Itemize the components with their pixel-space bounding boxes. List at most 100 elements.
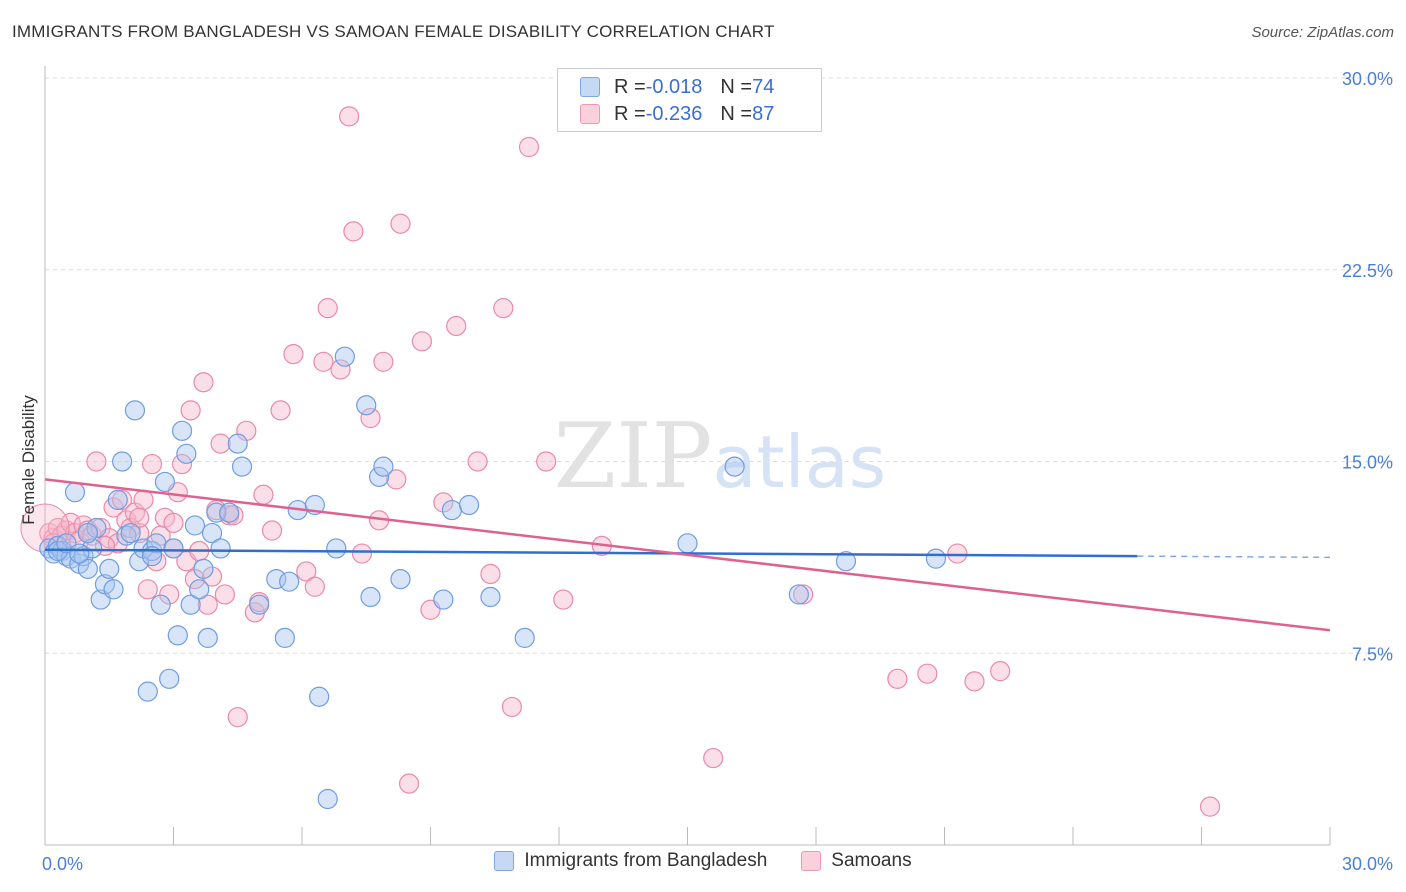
samoans-point bbox=[386, 469, 407, 490]
bangladesh-point bbox=[103, 579, 124, 600]
samoans-point bbox=[313, 351, 334, 372]
samoans-point bbox=[703, 747, 724, 769]
bangladesh-point bbox=[176, 443, 197, 464]
bangladesh-point bbox=[360, 586, 381, 608]
legend-r-label: R = bbox=[614, 75, 646, 98]
samoans-point bbox=[493, 298, 514, 319]
samoans-point bbox=[184, 569, 206, 590]
trend-lines bbox=[44, 478, 1331, 632]
legend-swatch-pink bbox=[801, 851, 822, 871]
legend-n-value: 87 bbox=[752, 102, 775, 125]
samoans-points bbox=[20, 106, 1221, 817]
samoans-point bbox=[480, 563, 501, 585]
samoans-point bbox=[214, 584, 235, 605]
samoans-trend-line bbox=[44, 478, 1331, 632]
samoans-point bbox=[446, 315, 467, 337]
samoans-point bbox=[887, 668, 908, 689]
samoans-point bbox=[129, 507, 150, 528]
samoans-point bbox=[60, 512, 81, 533]
bangladesh-trend-extension bbox=[1137, 555, 1331, 559]
bangladesh-point bbox=[480, 586, 501, 608]
legend-item-bangladesh: Immigrants from Bangladesh bbox=[494, 850, 767, 872]
samoans-point bbox=[411, 331, 433, 352]
bangladesh-point bbox=[441, 499, 463, 521]
bangladesh-point bbox=[124, 400, 146, 421]
bangladesh-point bbox=[64, 482, 86, 503]
tick-labels: 7.5% 15.0% 22.5% 30.0% 0.0% 30.0% bbox=[42, 69, 1393, 874]
samoans-point bbox=[193, 372, 214, 393]
y-tick-label: 22.5% bbox=[1342, 261, 1393, 281]
axes bbox=[44, 66, 1331, 846]
bangladesh-point bbox=[433, 589, 454, 610]
samoans-point bbox=[536, 451, 557, 472]
legend-label-samoans: Samoans bbox=[831, 850, 912, 871]
samoans-point bbox=[317, 298, 338, 319]
bangladesh-point bbox=[514, 627, 535, 649]
samoans-point bbox=[137, 579, 158, 600]
samoans-point bbox=[433, 492, 454, 513]
samoans-point bbox=[171, 453, 193, 475]
samoans-point bbox=[201, 566, 223, 587]
legend-swatch-blue bbox=[494, 851, 515, 871]
samoans-point bbox=[518, 136, 540, 158]
bangladesh-point bbox=[150, 594, 171, 615]
samoans-point bbox=[343, 221, 364, 242]
bangladesh-point bbox=[309, 686, 330, 707]
bangladesh-point bbox=[201, 522, 223, 544]
bangladesh-point bbox=[171, 420, 193, 441]
samoans-point bbox=[964, 671, 985, 692]
legend-item-samoans: Samoans bbox=[801, 850, 912, 872]
samoans-point bbox=[947, 543, 968, 564]
samoans-point bbox=[296, 561, 317, 582]
bangladesh-point bbox=[231, 456, 253, 477]
samoans-point bbox=[253, 484, 274, 505]
samoans-point bbox=[373, 351, 394, 372]
bangladesh-point bbox=[317, 788, 338, 810]
bangladesh-point bbox=[82, 538, 103, 559]
bangladesh-point bbox=[835, 551, 857, 572]
legend-row-bangladesh: R = -0.018 N = 74 bbox=[580, 75, 774, 99]
samoans-point bbox=[330, 359, 351, 380]
bangladesh-point bbox=[69, 543, 90, 564]
samoans-point bbox=[398, 773, 420, 794]
samoans-point bbox=[141, 453, 163, 475]
bangladesh-point bbox=[326, 538, 347, 559]
legend-label-bangladesh: Immigrants from Bangladesh bbox=[524, 850, 768, 871]
samoans-point bbox=[111, 489, 133, 510]
samoans-point bbox=[339, 106, 360, 127]
legend-row-samoans: R = -0.236 N = 87 bbox=[580, 102, 774, 126]
y-tick-label: 30.0% bbox=[1342, 69, 1393, 89]
bangladesh-point bbox=[184, 515, 206, 536]
legend-n-value: 74 bbox=[752, 75, 775, 98]
samoans-point bbox=[1199, 796, 1221, 817]
samoans-point bbox=[553, 589, 574, 610]
bangladesh-point bbox=[369, 466, 390, 487]
samoans-point bbox=[261, 520, 283, 541]
samoans-point bbox=[129, 522, 150, 544]
bangladesh-point bbox=[334, 346, 355, 367]
legend-n-label: N = bbox=[720, 75, 753, 98]
samoans-point bbox=[793, 584, 814, 605]
x-tick-label: 30.0% bbox=[1342, 854, 1393, 874]
bangladesh-point bbox=[197, 627, 218, 649]
bangladesh-point bbox=[458, 494, 480, 516]
bangladesh-point bbox=[167, 625, 188, 646]
bangladesh-point bbox=[210, 538, 231, 559]
samoans-point bbox=[159, 584, 180, 605]
bangladesh-point bbox=[163, 538, 184, 559]
bangladesh-trend-line bbox=[44, 548, 1138, 558]
samoans-point bbox=[467, 451, 488, 472]
legend-r-label: R = bbox=[614, 102, 646, 125]
bangladesh-point bbox=[193, 558, 214, 579]
bangladesh-point bbox=[677, 533, 698, 554]
series-legend: Immigrants from Bangladesh Samoans bbox=[0, 850, 1406, 872]
source-label: Source: ZipAtlas.com bbox=[1251, 24, 1394, 41]
watermark: ZIPatlas bbox=[554, 404, 887, 509]
samoans-point bbox=[197, 594, 218, 615]
bangladesh-point bbox=[154, 471, 176, 493]
samoans-point bbox=[210, 433, 231, 454]
bangladesh-point bbox=[356, 395, 377, 416]
samoans-point bbox=[390, 213, 411, 234]
bangladesh-point bbox=[249, 594, 270, 615]
